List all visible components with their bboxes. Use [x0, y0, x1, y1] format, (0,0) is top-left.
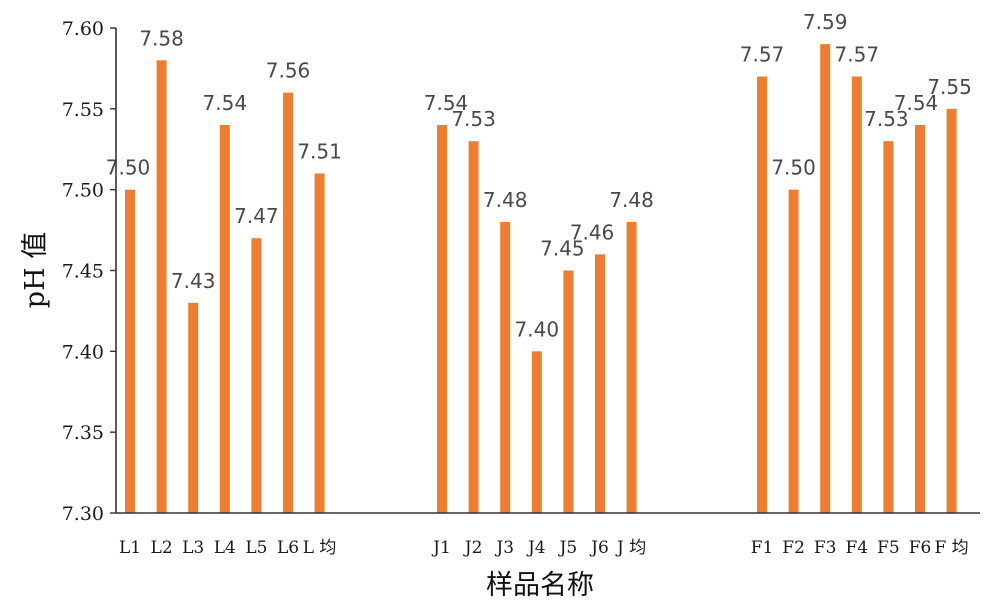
- bar: [626, 222, 637, 513]
- bar: [125, 189, 135, 513]
- bar: [788, 189, 799, 513]
- data-label: 7.51: [297, 140, 342, 164]
- y-tick-label: 7.40: [62, 341, 104, 363]
- y-tick-label: 7.60: [62, 18, 104, 40]
- bar: [757, 76, 767, 513]
- data-label: 7.53: [864, 107, 909, 131]
- bar: [283, 92, 293, 514]
- data-labels: 7.507.587.437.547.477.567.517.547.537.48…: [106, 10, 972, 341]
- data-label: 7.50: [771, 156, 816, 180]
- x-tick-label: L3: [182, 538, 204, 558]
- bar: [219, 125, 230, 513]
- x-tick-label: L2: [151, 538, 173, 558]
- bar: [314, 173, 325, 513]
- x-tick-label: F6: [909, 538, 932, 558]
- bar: [500, 222, 511, 513]
- x-tick-label: L6: [277, 538, 299, 558]
- y-tick-label: 7.45: [62, 261, 104, 283]
- y-axis-title: pH 值: [20, 232, 51, 308]
- y-tick-label: 7.35: [62, 422, 104, 444]
- data-label: 7.43: [171, 269, 216, 293]
- data-label: 7.58: [139, 26, 184, 50]
- x-axis-ticks: L1 L2 L3 L4 L5 L6 L 均 J1 J2 J3 J4 J5 J6 J 均 F1 F2 F3 F4 F5…: [119, 538, 969, 558]
- bars: [125, 44, 957, 514]
- bar: [188, 302, 199, 513]
- bar: [468, 141, 479, 513]
- bar: [915, 125, 925, 513]
- x-tick-label: F3: [814, 538, 837, 558]
- y-tick-label: 7.50: [62, 180, 104, 202]
- x-tick-label: F4: [845, 538, 868, 558]
- data-label: 7.54: [894, 91, 939, 115]
- data-label: 7.54: [424, 91, 469, 115]
- bar: [563, 270, 574, 513]
- x-tick-label: F2: [782, 538, 805, 558]
- x-tick-label: J3: [494, 538, 514, 558]
- data-label: 7.57: [835, 43, 880, 67]
- data-label: 7.46: [570, 220, 615, 244]
- y-axis-ticks: 7.30 7.35 7.40 7.45 7.50 7.55 7.60: [62, 18, 116, 525]
- bar: [595, 254, 605, 514]
- bar: [531, 351, 542, 513]
- data-label: 7.55: [927, 75, 972, 99]
- x-tick-label: J6: [589, 538, 609, 558]
- bar: [156, 60, 167, 513]
- x-tick-label: J4: [526, 538, 546, 558]
- bar: [883, 141, 894, 513]
- bar: [851, 76, 862, 513]
- data-label: 7.53: [451, 107, 496, 131]
- data-label: 7.48: [483, 188, 528, 212]
- data-label: 7.50: [106, 156, 151, 180]
- x-tick-label: L4: [214, 538, 236, 558]
- x-tick-label: J5: [558, 538, 578, 558]
- x-tick-label: L5: [245, 538, 267, 558]
- bar: [437, 125, 447, 513]
- y-tick-label: 7.55: [62, 99, 104, 121]
- x-tick-label: F5: [877, 538, 900, 558]
- data-label: 7.54: [203, 91, 248, 115]
- y-tick-label: 7.30: [62, 503, 104, 525]
- x-tick-label: L 均: [303, 538, 337, 558]
- x-axis-title: 样品名称: [486, 570, 594, 601]
- data-label: 7.48: [609, 188, 654, 212]
- bar: [251, 238, 262, 513]
- data-label: 7.47: [234, 204, 279, 228]
- bar: [820, 44, 831, 514]
- data-label: 7.57: [740, 43, 785, 67]
- data-label: 7.40: [515, 317, 560, 341]
- x-tick-label: J2: [463, 538, 483, 558]
- x-tick-label: F1: [751, 538, 774, 558]
- bar: [946, 108, 957, 513]
- x-tick-label: L1: [119, 538, 141, 558]
- data-label: 7.56: [266, 59, 311, 83]
- x-tick-label: F 均: [934, 538, 968, 558]
- x-tick-label: J1: [431, 538, 451, 558]
- x-tick-label: J 均: [615, 538, 646, 558]
- data-label: 7.59: [803, 10, 848, 34]
- data-label: 7.45: [540, 237, 585, 261]
